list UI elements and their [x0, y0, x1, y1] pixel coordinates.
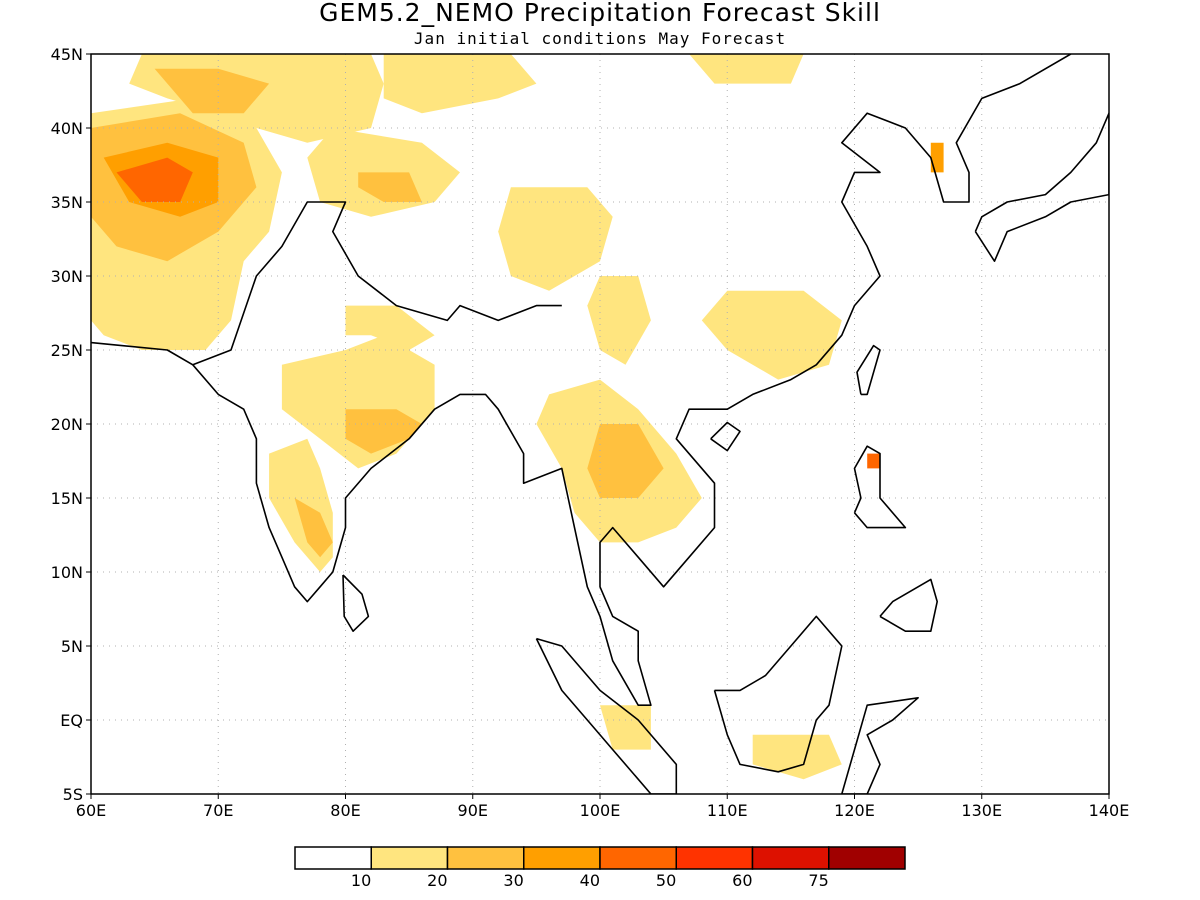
- skill-region-sichuan: [587, 276, 651, 365]
- colorbar-swatch: [370, 846, 449, 870]
- outline-sulawesi: [841, 696, 919, 794]
- lon-tick-label: 130E: [961, 801, 1002, 820]
- skill-region-tarim-core: [358, 172, 422, 202]
- lon-tick-label: 140E: [1089, 801, 1130, 820]
- map-subtitle: Jan initial conditions May Forecast: [413, 29, 787, 48]
- colorbar: 10 20 30 40 50 60 75: [294, 846, 906, 890]
- skill-region-korea: [930, 142, 944, 173]
- lon-tick-label: 70E: [203, 801, 233, 820]
- lat-tick-label: 5S: [63, 785, 83, 804]
- lon-tick-label: 120E: [834, 801, 875, 820]
- skill-region-tibet-east: [498, 187, 613, 291]
- lat-tick-label: 45N: [51, 45, 83, 64]
- skill-region-south-india-core: [294, 498, 333, 558]
- lat-tick-label: 30N: [51, 267, 83, 286]
- lat-tick-label: 10N: [51, 563, 83, 582]
- skill-region-laos: [587, 424, 664, 498]
- coastlines-layer: [91, 54, 1109, 794]
- lat-tick-label: 20N: [51, 415, 83, 434]
- skill-region-sumatra: [600, 705, 651, 750]
- colorbar-swatch: [294, 846, 372, 870]
- skill-region-luzon: [867, 453, 880, 469]
- lon-tick-label: 90E: [458, 801, 488, 820]
- colorbar-label: 10: [351, 871, 371, 890]
- lat-tick-label: 25N: [51, 341, 83, 360]
- lon-tick-label: 60E: [76, 801, 106, 820]
- outline-japan: [974, 112, 1109, 263]
- colorbar-label: 30: [503, 871, 523, 890]
- skill-region-mongolia: [689, 54, 804, 84]
- colorbar-label: 20: [427, 871, 447, 890]
- skill-region-gangetic: [345, 305, 435, 350]
- colorbar-swatch: [523, 846, 601, 870]
- outline-hainan: [710, 421, 741, 452]
- colorbar-swatch: [675, 846, 754, 870]
- outline-borneo: [713, 615, 843, 773]
- colorbar-label: 75: [808, 871, 828, 890]
- skill-region-kazakh-east: [383, 54, 537, 114]
- outline-india-interior-border: [192, 201, 562, 366]
- outline-sri-lanka: [342, 574, 370, 633]
- lat-tick-label: 35N: [51, 193, 83, 212]
- colorbar-label: 40: [580, 871, 600, 890]
- lat-tick-label: 40N: [51, 119, 83, 138]
- outline-taiwan: [856, 344, 881, 396]
- latitude-axis: 45N 40N 35N 30N 25N 20N 15N 10N 5N EQ 5S: [51, 45, 91, 804]
- lon-tick-label: 110E: [707, 801, 748, 820]
- skill-region-south-china: [701, 290, 842, 380]
- colorbar-label: 50: [656, 871, 676, 890]
- outline-mindanao: [879, 578, 939, 633]
- lon-tick-label: 100E: [580, 801, 621, 820]
- skill-region-iran-peak: [116, 157, 193, 202]
- lat-tick-label: 5N: [61, 637, 83, 656]
- colorbar-swatch: [446, 846, 525, 870]
- skill-region-borneo: [752, 734, 842, 780]
- map-title: GEM5.2_NEMO Precipitation Forecast Skill: [319, 0, 881, 27]
- lon-tick-label: 80E: [330, 801, 360, 820]
- lat-tick-label: EQ: [60, 711, 83, 730]
- colorbar-swatch: [828, 846, 906, 870]
- lat-tick-label: 15N: [51, 489, 83, 508]
- skill-shading-layer: [91, 54, 944, 780]
- skill-region-kyrgyz: [154, 68, 270, 114]
- outline-eurasia-coast: [91, 54, 1072, 707]
- skill-region-india-core: [345, 409, 422, 454]
- colorbar-swatch: [599, 846, 677, 870]
- colorbar-swatch: [751, 846, 830, 870]
- outline-sumatra: [535, 637, 678, 794]
- colorbar-label: 60: [732, 871, 752, 890]
- longitude-axis: 60E 70E 80E 90E 100E 110E 120E 130E 140E: [76, 794, 1130, 820]
- outline-luzon: [853, 445, 907, 529]
